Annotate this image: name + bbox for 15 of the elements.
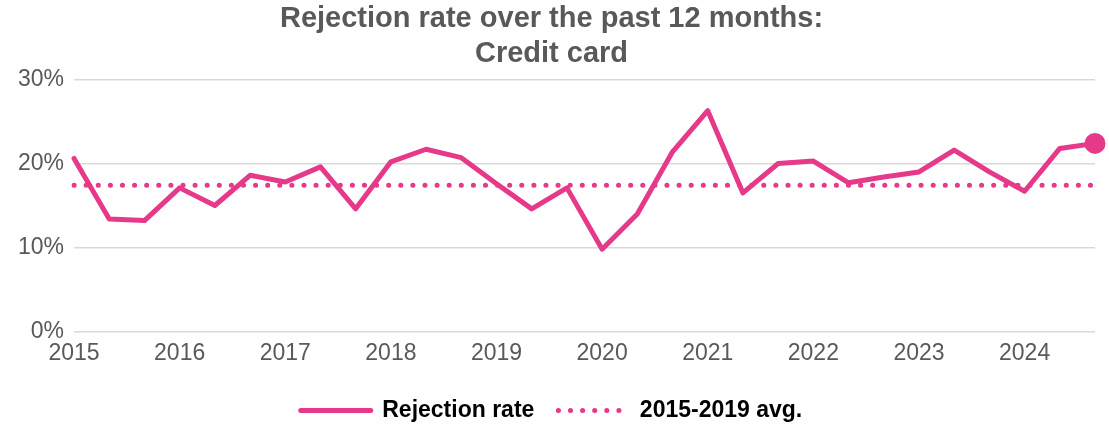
legend-label: 2015-2019 avg. [639,395,803,422]
x-tick-label: 2024 [999,338,1051,365]
x-tick-label: 2016 [154,338,206,365]
y-tick-label: 20% [17,148,65,175]
x-tick-label: 2019 [470,338,523,365]
y-tick-label: 10% [17,232,65,259]
x-tick-label: 2017 [259,338,311,365]
x-tick-label: 2020 [576,338,628,365]
x-tick-label: 2023 [893,338,945,365]
y-tick-label: 30% [17,64,65,91]
x-tick-label: 2021 [682,338,734,365]
legend-label: Rejection rate [382,395,535,422]
chart-title: Rejection rate over the past 12 months: Credit card [279,1,824,69]
x-tick-label: 2022 [787,338,839,365]
x-tick-label: 2018 [365,338,417,365]
